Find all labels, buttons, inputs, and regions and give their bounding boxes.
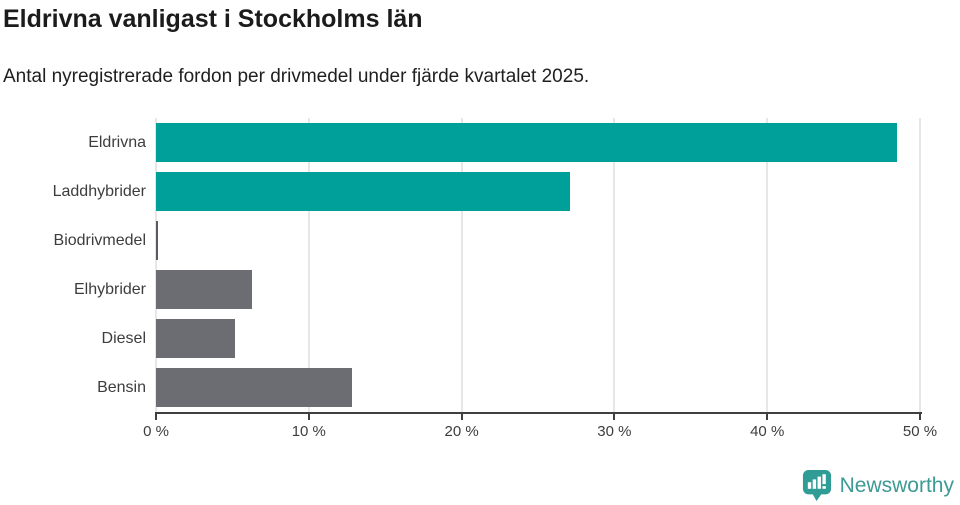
category-label: Laddhybrider: [52, 182, 146, 200]
x-axis-line: [155, 412, 922, 414]
x-axis-tick-label: 0 %: [143, 423, 169, 440]
tick-mark: [307, 414, 310, 420]
bar-elhybrider: [156, 270, 253, 309]
brand-logo[interactable]: Newsworthy: [802, 469, 954, 502]
x-axis-ticks: [155, 414, 921, 421]
bar-row: [156, 216, 920, 265]
category-labels: Eldrivna Laddhybrider Biodrivmedel Elhybrid…: [0, 118, 146, 412]
tick-mark: [155, 414, 157, 420]
bar-biodrivmedel: [156, 221, 158, 260]
gridline: [460, 118, 463, 412]
bar-diesel: [156, 319, 236, 358]
bar-row: [156, 265, 920, 314]
x-axis-labels: 0 % 10 % 20 % 30 % 40 % 50 %: [143, 423, 937, 445]
category-label: Biodrivmedel: [53, 231, 146, 249]
category-label: Eldrivna: [88, 133, 146, 151]
tick-mark: [613, 414, 616, 420]
tick-mark: [766, 414, 769, 420]
bar-bensin: [156, 368, 352, 407]
gridline: [613, 118, 616, 412]
newsworthy-logo-icon: [802, 469, 832, 502]
x-axis-tick-label: 40 %: [750, 423, 785, 440]
plot-area: [155, 118, 921, 412]
tick-mark: [460, 414, 463, 420]
chart-subtitle: Antal nyregistrerade fordon per drivmede…: [3, 66, 590, 87]
bar-row: [156, 363, 920, 412]
x-axis-tick-label: 30 %: [597, 423, 632, 440]
bar-row: [156, 314, 920, 363]
gridline: [155, 118, 157, 412]
category-label: Elhybrider: [73, 280, 146, 298]
category-label: Diesel: [101, 329, 146, 347]
category-label: Bensin: [97, 378, 146, 396]
brand-name: Newsworthy: [839, 473, 954, 497]
x-axis-tick-label: 20 %: [444, 423, 479, 440]
bar-eldrivna: [156, 123, 898, 162]
bar-laddhybrider: [156, 172, 571, 211]
bars-layer: [156, 118, 920, 412]
gridline: [766, 118, 769, 412]
tick-mark: [919, 414, 921, 420]
gridline: [307, 118, 310, 412]
chart-title: Eldrivna vanligast i Stockholms län: [3, 5, 423, 33]
gridline: [919, 118, 921, 412]
gridlines: [155, 118, 921, 412]
x-axis-tick-label: 50 %: [902, 423, 938, 440]
x-axis-tick-label: 10 %: [291, 423, 326, 440]
bar-row: [156, 118, 920, 167]
bar-row: [156, 167, 920, 216]
